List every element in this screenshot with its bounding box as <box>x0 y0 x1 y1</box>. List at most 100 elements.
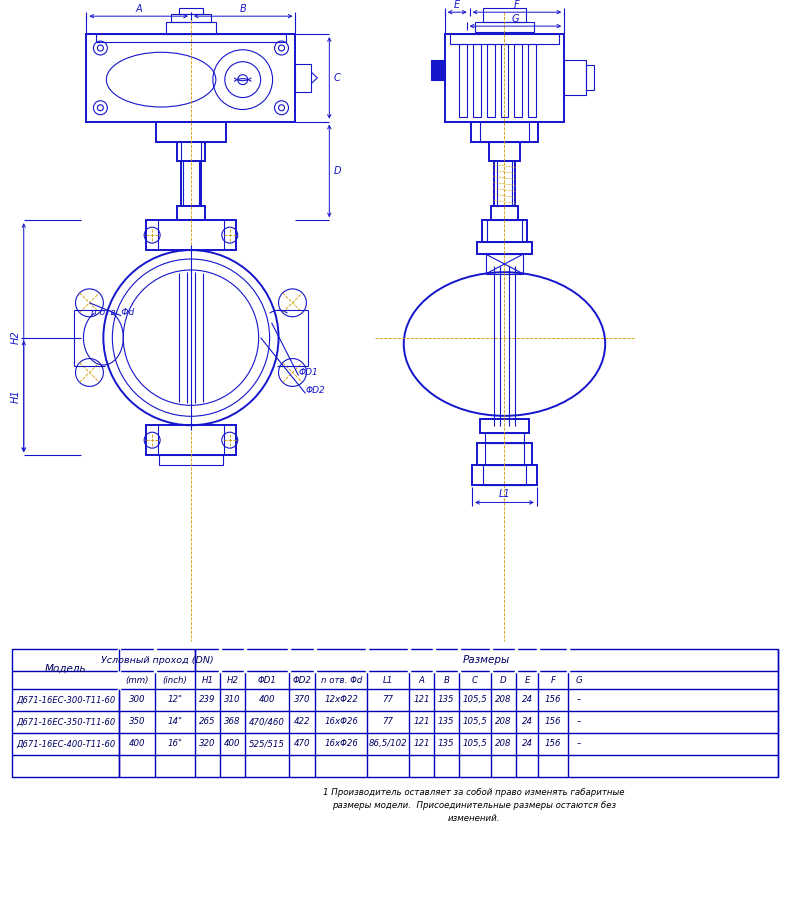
Text: –: – <box>577 696 581 705</box>
Text: L1: L1 <box>383 676 393 685</box>
Bar <box>475 22 534 32</box>
Text: H2: H2 <box>11 331 21 345</box>
Text: 368: 368 <box>224 717 240 726</box>
Text: 105,5: 105,5 <box>462 696 487 705</box>
Text: 16xΦ26: 16xΦ26 <box>325 739 358 748</box>
Bar <box>171 14 211 22</box>
Text: 24: 24 <box>522 739 533 748</box>
Text: L1: L1 <box>498 490 510 500</box>
Text: изменений.: изменений. <box>448 814 500 823</box>
Text: 265: 265 <box>199 717 216 726</box>
Text: 156: 156 <box>545 739 562 748</box>
Text: 14": 14" <box>167 717 182 726</box>
Text: 370: 370 <box>294 696 310 705</box>
Text: n отв. Φd: n отв. Φd <box>92 309 134 318</box>
Bar <box>445 34 564 122</box>
Text: ΦD1: ΦD1 <box>299 368 318 377</box>
Text: A: A <box>135 4 142 14</box>
Bar <box>486 254 524 274</box>
Text: 105,5: 105,5 <box>462 739 487 748</box>
Text: B: B <box>240 4 246 14</box>
Bar <box>177 141 205 161</box>
Bar <box>12 649 778 777</box>
Text: Размеры: Размеры <box>463 655 510 665</box>
Text: –: – <box>577 739 581 748</box>
Text: (mm): (mm) <box>126 676 149 685</box>
Text: 12": 12" <box>167 696 182 705</box>
Bar <box>564 60 586 95</box>
Text: 208: 208 <box>495 717 512 726</box>
Text: 156: 156 <box>545 717 562 726</box>
Text: 525/515: 525/515 <box>249 739 285 748</box>
Text: 121: 121 <box>413 717 430 726</box>
Text: 208: 208 <box>495 696 512 705</box>
Bar <box>179 8 203 14</box>
Bar <box>96 34 285 42</box>
Text: Д671-16ЕС-400-Т11-60: Д671-16ЕС-400-Т11-60 <box>16 739 115 748</box>
Text: 400: 400 <box>259 696 276 705</box>
Bar <box>450 34 559 44</box>
Bar <box>472 44 480 117</box>
Text: C: C <box>472 676 478 685</box>
Text: ΦD2: ΦD2 <box>293 676 312 685</box>
Bar <box>482 220 527 242</box>
Text: ΦD2: ΦD2 <box>306 386 325 395</box>
Text: 400: 400 <box>224 739 240 748</box>
Text: E: E <box>454 0 461 10</box>
Text: F: F <box>551 676 555 685</box>
Bar <box>484 443 525 464</box>
Text: Д671-16ЕС-350-Т11-60: Д671-16ЕС-350-Т11-60 <box>16 717 115 726</box>
Text: Модель: Модель <box>45 664 86 674</box>
Text: H2: H2 <box>226 676 239 685</box>
Text: ΦD1: ΦD1 <box>258 676 276 685</box>
Bar <box>529 44 536 117</box>
Bar <box>491 206 518 220</box>
Bar <box>177 206 205 220</box>
Bar <box>146 220 235 250</box>
Text: 135: 135 <box>438 717 454 726</box>
Text: B: B <box>443 676 450 685</box>
Text: 121: 121 <box>413 739 430 748</box>
Bar <box>480 122 529 141</box>
Text: G: G <box>575 676 582 685</box>
Bar <box>86 34 295 122</box>
Bar <box>471 122 538 141</box>
Bar <box>487 44 495 117</box>
Text: 135: 135 <box>438 696 454 705</box>
Text: 422: 422 <box>294 717 310 726</box>
Bar <box>431 59 445 80</box>
Text: 400: 400 <box>129 739 145 748</box>
Bar <box>146 425 235 455</box>
Text: 470/460: 470/460 <box>249 717 285 726</box>
Bar <box>295 64 311 92</box>
Text: 24: 24 <box>522 717 533 726</box>
Text: размеры модели.  Присоединительные размеры остаются без: размеры модели. Присоединительные размер… <box>332 801 616 810</box>
Bar <box>459 44 467 117</box>
Text: 12xΦ22: 12xΦ22 <box>325 696 358 705</box>
Text: 239: 239 <box>199 696 216 705</box>
Bar <box>166 22 216 34</box>
Bar <box>494 161 515 206</box>
Text: 16xΦ26: 16xΦ26 <box>325 717 358 726</box>
Bar <box>483 464 526 484</box>
Text: 135: 135 <box>438 739 454 748</box>
Bar <box>477 242 532 254</box>
Text: A: A <box>419 676 424 685</box>
Bar <box>488 141 521 161</box>
Text: 470: 470 <box>294 739 310 748</box>
Text: 300: 300 <box>129 696 145 705</box>
Text: n отв. Φd: n отв. Φd <box>321 676 362 685</box>
Bar <box>501 44 509 117</box>
Bar <box>477 443 532 464</box>
Text: 350: 350 <box>129 717 145 726</box>
Text: 320: 320 <box>199 739 216 748</box>
Text: 24: 24 <box>522 696 533 705</box>
Text: Д671-16ЕС-300-Т11-60: Д671-16ЕС-300-Т11-60 <box>16 696 115 705</box>
Text: 208: 208 <box>495 739 512 748</box>
Bar <box>514 44 522 117</box>
Text: 121: 121 <box>413 696 430 705</box>
Text: 1 Производитель оставляет за собой право изменять габаритные: 1 Производитель оставляет за собой право… <box>323 788 625 797</box>
Text: 105,5: 105,5 <box>462 717 487 726</box>
Text: G: G <box>512 14 519 24</box>
Text: 310: 310 <box>224 696 240 705</box>
